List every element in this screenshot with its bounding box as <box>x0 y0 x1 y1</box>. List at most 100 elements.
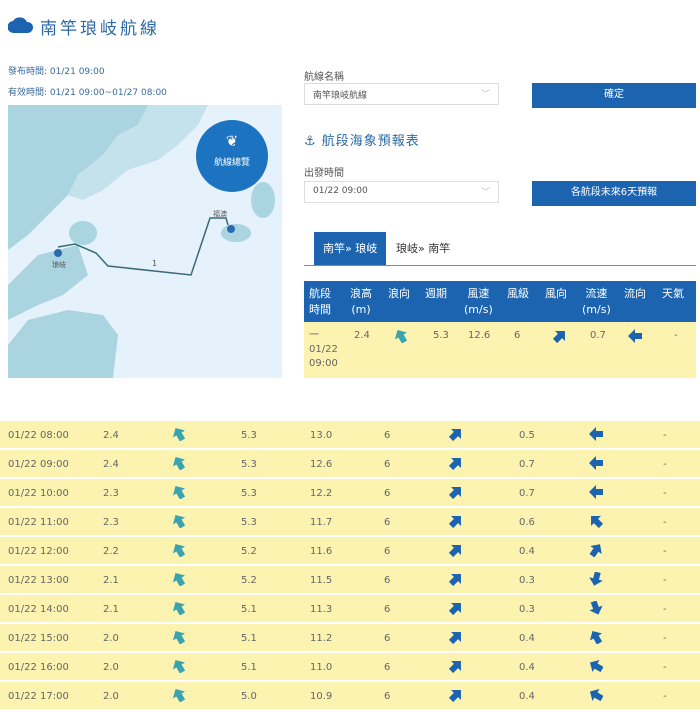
wind-level: 6 <box>384 633 391 644</box>
current-direction-icon <box>589 659 603 673</box>
depart-label: 出發時間 <box>304 168 344 179</box>
period: 5.1 <box>241 633 257 644</box>
time: 01/22 12:00 <box>8 546 69 557</box>
period: 5.1 <box>241 662 257 673</box>
wind-level: 6 <box>384 604 391 615</box>
wind-level: 6 <box>384 488 391 499</box>
time: 01/22 09:00 <box>8 459 69 470</box>
time: 01/22 15:00 <box>8 633 69 644</box>
wave-height: 2.3 <box>103 488 119 499</box>
wind-direction-icon <box>449 458 461 470</box>
page-title: 南竿琅岐航線 <box>40 19 160 39</box>
wave-direction-icon <box>172 601 186 615</box>
current-speed: 0.4 <box>519 691 535 702</box>
weather: - <box>663 459 667 470</box>
wind-direction-icon <box>449 516 461 528</box>
wind-speed: 12.6 <box>468 330 491 341</box>
column-header: 週期 <box>425 287 447 300</box>
route-label: 航線名稱 <box>304 72 344 83</box>
period: 5.3 <box>241 488 257 499</box>
wave-height: 2.4 <box>103 459 119 470</box>
depart-value: 01/22 09:00 <box>313 186 368 196</box>
route-overview-label: 航線總覽 <box>213 158 250 168</box>
current-speed: 0.7 <box>519 488 535 499</box>
wind-speed: 13.0 <box>310 430 333 441</box>
wave-direction-icon <box>172 688 186 702</box>
wind-direction-icon <box>449 632 461 644</box>
column-header: 風級 <box>507 287 529 300</box>
wave-direction-icon <box>172 485 186 499</box>
time: 01/22 14:00 <box>8 604 69 615</box>
table-row: 01/22 15:00 2.0 5.1 11.2 6 0.4 - <box>0 624 700 651</box>
depart-select[interactable]: 01/22 09:00 ﹀ <box>304 181 499 203</box>
weather: - <box>674 330 678 341</box>
wind-speed: 12.6 <box>310 459 333 470</box>
six-day-forecast-button[interactable]: 各航段未來6天預報 <box>532 181 696 206</box>
period: 5.3 <box>241 459 257 470</box>
current-speed: 0.3 <box>519 575 535 586</box>
weather: - <box>663 575 667 586</box>
current-direction-icon <box>589 630 603 644</box>
table-row: 01/22 16:00 2.0 5.1 11.0 6 0.4 - <box>0 653 700 680</box>
cloud-icon <box>8 17 34 34</box>
current-direction-icon <box>589 601 603 615</box>
current-speed: 0.4 <box>519 546 535 557</box>
current-direction-icon <box>589 688 603 702</box>
wind-direction-icon <box>449 574 461 586</box>
tab-nangan-langqi[interactable]: 南竿» 琅岐 <box>314 232 387 265</box>
current-speed: 0.7 <box>590 330 606 341</box>
wind-level: 6 <box>384 546 391 557</box>
section-title: ⚓ 航段海象預報表 <box>304 134 420 149</box>
current-direction-icon <box>591 516 603 528</box>
wind-level: 6 <box>384 575 391 586</box>
time: 01/22 08:00 <box>8 430 69 441</box>
period: 5.3 <box>241 517 257 528</box>
hourly-table: 01/22 08:00 2.4 5.3 13.0 6 0.5 - 01/22 09:00 2.4… <box>0 421 700 713</box>
time: 01/22 13:00 <box>8 575 69 586</box>
time: 01/22 16:00 <box>8 662 69 673</box>
wind-speed: 11.6 <box>310 546 333 557</box>
current-direction-icon <box>589 544 602 557</box>
time: 一 01/22 09:00 <box>309 330 338 369</box>
current-speed: 0.6 <box>519 517 535 528</box>
weather: - <box>663 517 667 528</box>
wave-height: 2.3 <box>103 517 119 528</box>
wave-height: 2.2 <box>103 546 119 557</box>
column-header: 航段 時間 <box>309 287 331 316</box>
weather: - <box>663 430 667 441</box>
map-land <box>8 105 275 378</box>
period: 5.2 <box>241 546 257 557</box>
current-speed: 0.3 <box>519 604 535 615</box>
current-speed: 0.5 <box>519 430 535 441</box>
wind-direction-icon <box>449 690 461 702</box>
time: 01/22 17:00 <box>8 691 69 702</box>
current-direction-icon <box>589 427 603 441</box>
wave-direction-icon <box>172 659 186 673</box>
current-direction-icon <box>589 485 603 499</box>
wind-direction-icon <box>449 603 461 615</box>
current-speed: 0.7 <box>519 459 535 470</box>
wave-height: 2.1 <box>103 604 119 615</box>
tab-langqi-nangan[interactable]: 琅岐» 南竿 <box>396 242 451 255</box>
wave-direction-icon <box>172 514 186 528</box>
segment-label: 1 <box>152 259 158 268</box>
wind-speed: 12.2 <box>310 488 333 499</box>
wave-direction-icon <box>172 572 186 586</box>
route-map[interactable]: ❦ 航線總覽 琅岐 福澳 1 <box>8 105 282 378</box>
route-select[interactable]: 南竿琅岐航線 ﹀ <box>304 83 499 105</box>
taiwan-icon: ❦ <box>225 132 239 150</box>
table-row: 01/22 12:00 2.2 5.2 11.6 6 0.4 - <box>0 537 700 564</box>
chevron-down-icon: ﹀ <box>480 188 490 198</box>
time: 01/22 11:00 <box>8 517 69 528</box>
wind-speed: 11.0 <box>310 662 333 673</box>
table-row: 01/22 11:00 2.3 5.3 11.7 6 0.6 - <box>0 508 700 535</box>
wave-direction-icon <box>172 630 186 644</box>
weather: - <box>663 546 667 557</box>
confirm-button[interactable]: 確定 <box>532 83 696 108</box>
route-overview-button[interactable]: ❦ 航線總覽 <box>196 120 268 192</box>
table-row: 01/22 17:00 2.0 5.0 10.9 6 0.4 - <box>0 682 700 709</box>
port-label: 琅岐 <box>52 261 66 269</box>
wind-direction-icon <box>553 331 565 343</box>
column-header: 浪高 (m) <box>350 287 372 316</box>
table-row: 01/22 09:00 2.4 5.3 12.6 6 0.7 - <box>0 450 700 477</box>
